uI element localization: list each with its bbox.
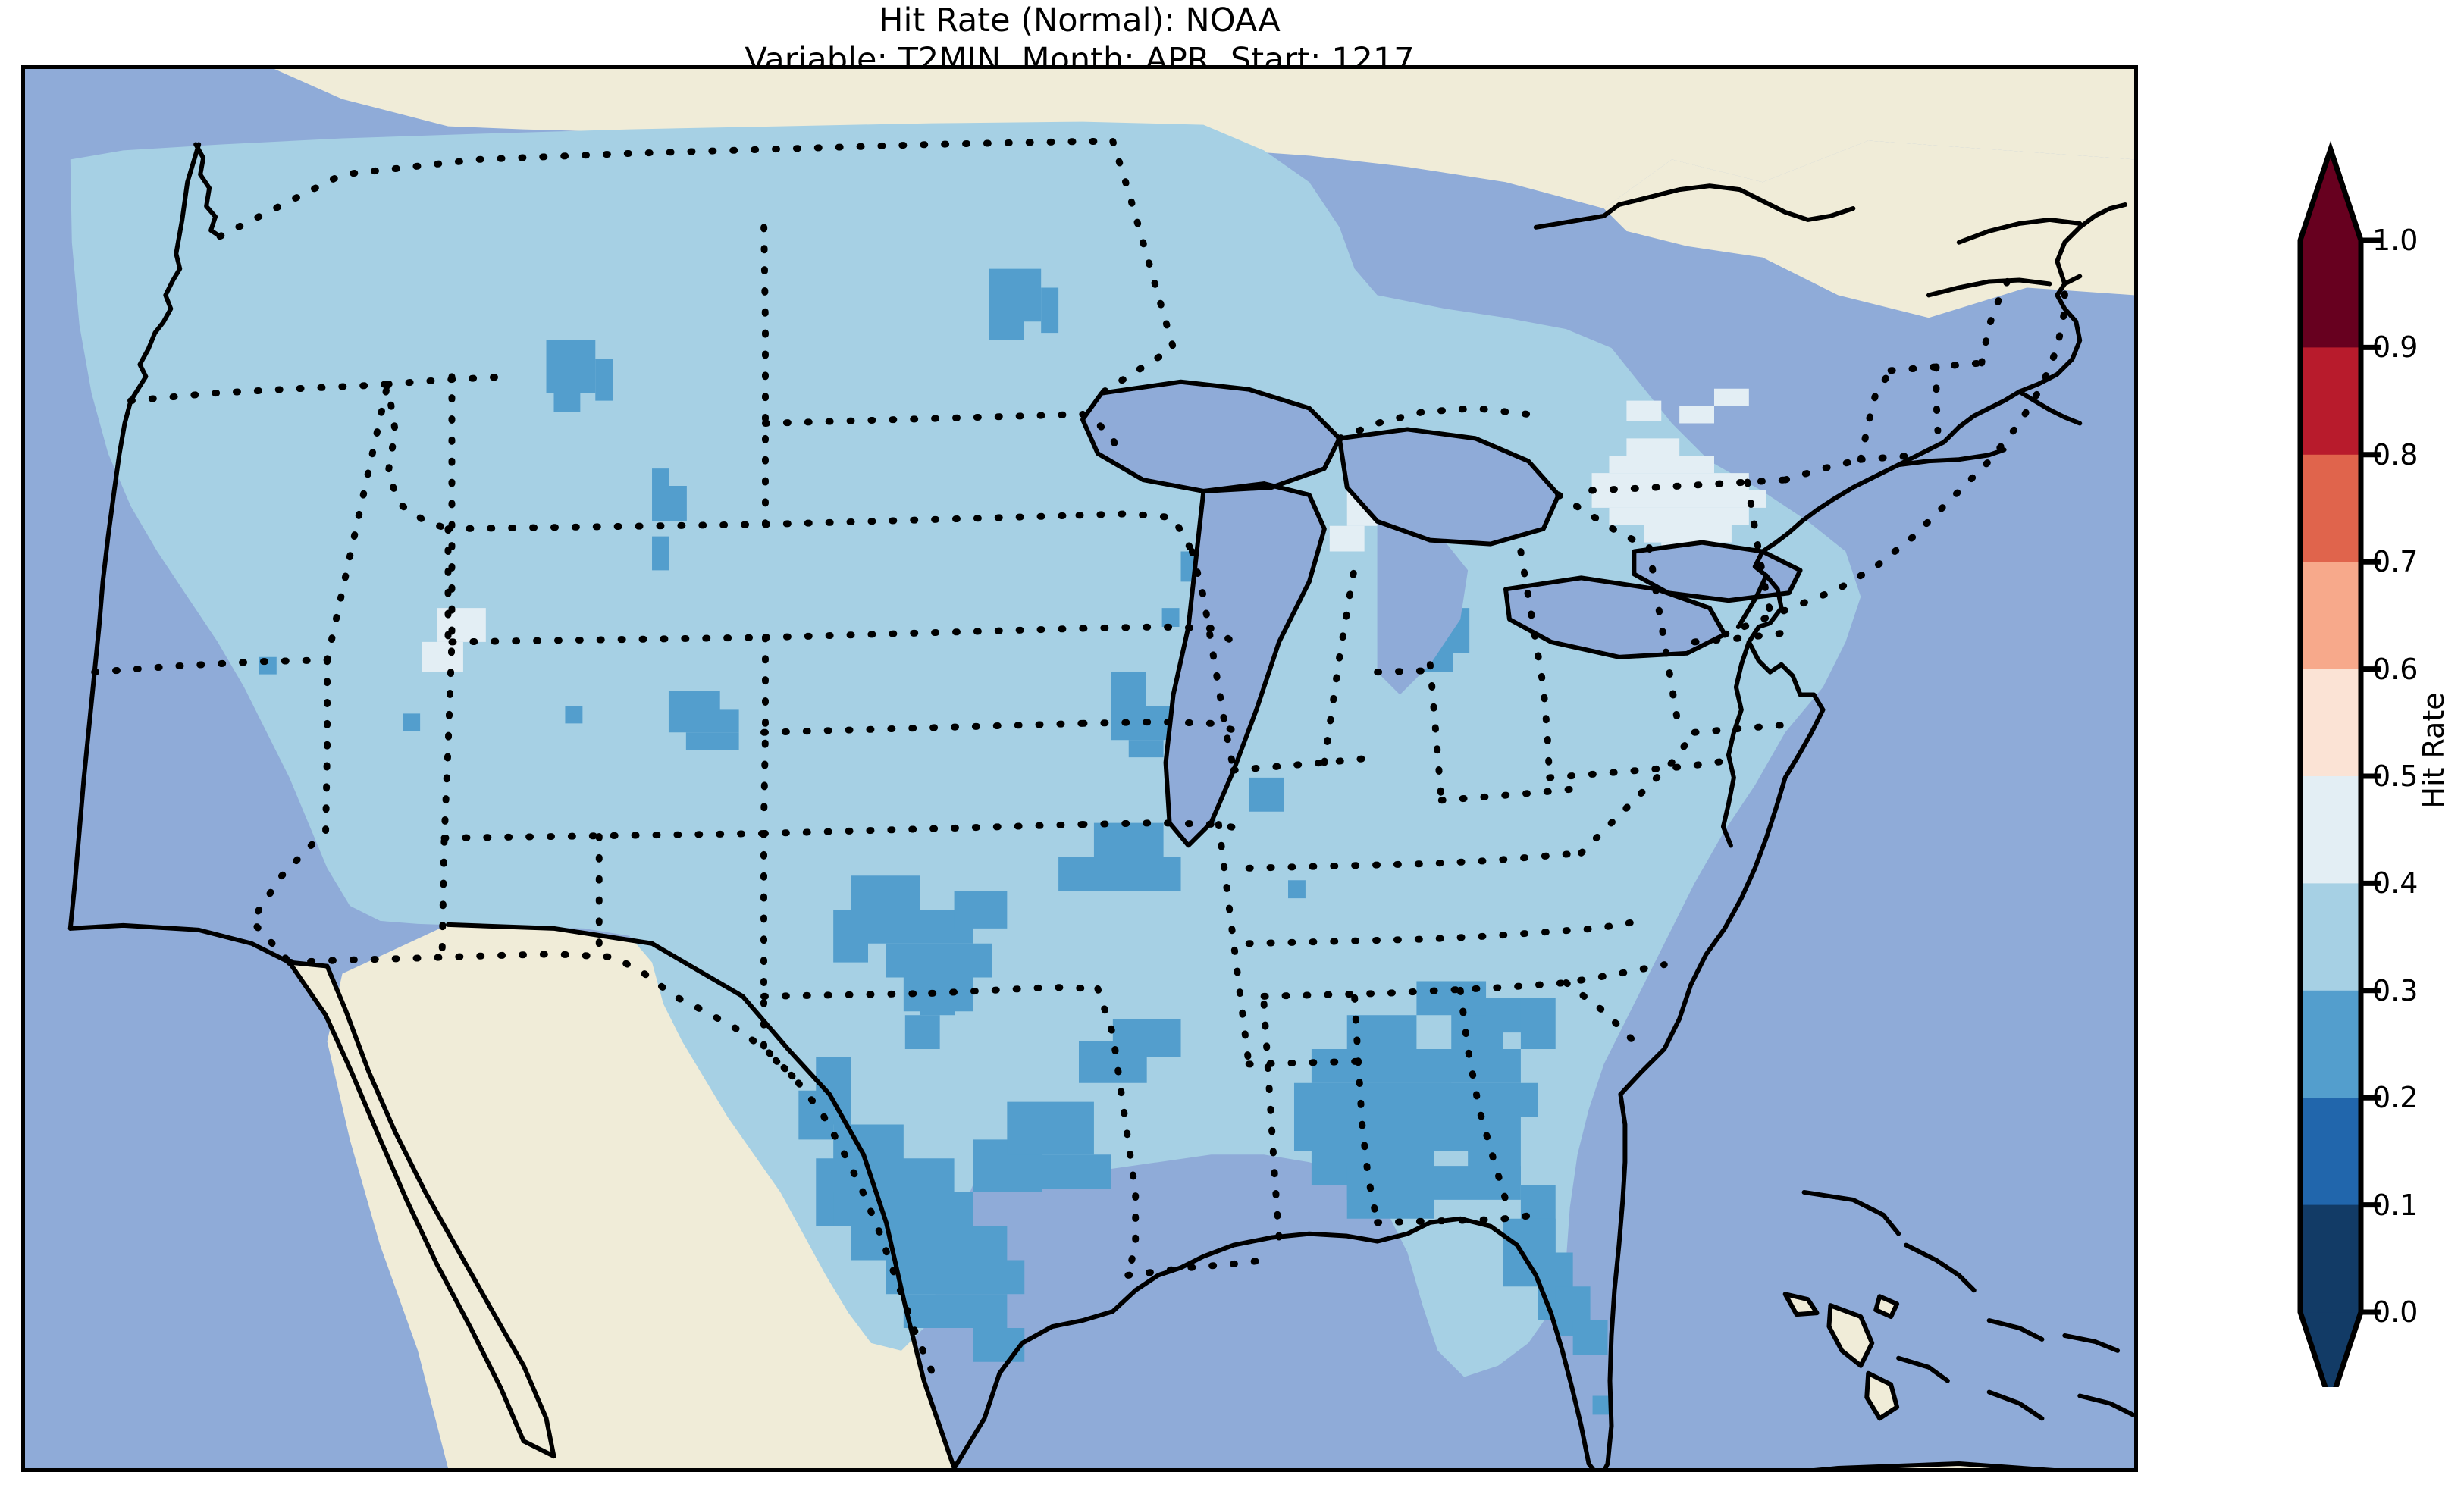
- colorbar-tick-label: 0.5: [2372, 760, 2419, 793]
- colorbar-bands: [2300, 149, 2361, 1387]
- colorbar-tick-label: 0.9: [2372, 330, 2419, 365]
- state-border-layer: [91, 138, 2068, 1392]
- colorbar-tick-label: 0.2: [2372, 1081, 2419, 1115]
- colorbar-tick-label: 0.4: [2372, 866, 2419, 900]
- colorbar: 1.0 0.9 0.8 0.7 0.6 0.5 0.4 0.3 0.2 0.1 0.0 Hit Ra…: [2285, 114, 2464, 1387]
- colorbar-tick-label: 0.0: [2372, 1295, 2419, 1329]
- figure-title: Hit Rate (Normal): NOAA: [879, 2, 1281, 39]
- colorbar-band: [2300, 347, 2361, 456]
- colorbar-tick-label: 0.7: [2372, 545, 2419, 579]
- colorbar-tick-label: 0.6: [2372, 652, 2419, 686]
- colorbar-tick-label: 0.1: [2372, 1188, 2419, 1222]
- colorbar-tick-label: 0.3: [2372, 973, 2419, 1007]
- colorbar-tick-label: 0.8: [2372, 437, 2419, 471]
- colorbar-ticks: [2361, 237, 2381, 1315]
- colorbar-band: [2300, 883, 2361, 991]
- colorbar-extend-max: [2300, 149, 2361, 240]
- colorbar-band: [2300, 562, 2361, 670]
- colorbar-band: [2300, 1098, 2361, 1206]
- colorbar-tick-label: 1.0: [2372, 224, 2419, 257]
- colorbar-band: [2300, 454, 2361, 562]
- colorbar-band: [2300, 776, 2361, 884]
- colorbar-band: [2300, 669, 2361, 777]
- great-lakes-layer: [1082, 381, 1801, 846]
- map-panel: [21, 65, 2138, 1472]
- coastline-layer: [67, 142, 2134, 1468]
- colorbar-band: [2300, 240, 2361, 348]
- map-canvas: [25, 69, 2134, 1468]
- colorbar-band: [2300, 990, 2361, 1098]
- colorbar-extend-min: [2300, 1312, 2361, 1387]
- colorbar-graphic: [2297, 140, 2381, 1387]
- colorbar-band: [2300, 1204, 2361, 1313]
- colorbar-axis-label: Hit Rate: [2417, 692, 2450, 809]
- figure-title-block: Hit Rate (Normal): NOAA Variable: T2MIN,…: [0, 0, 2159, 77]
